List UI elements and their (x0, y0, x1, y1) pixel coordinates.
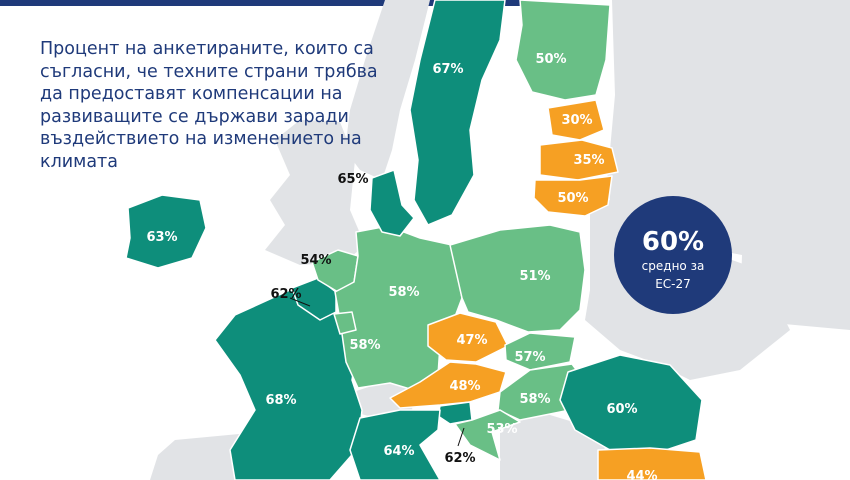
hungary-label: 58% (519, 392, 550, 407)
austria-label: 48% (449, 379, 480, 394)
title-line-6: климата (40, 151, 118, 172)
estonia-shape (547, 99, 605, 141)
luxembourg-shape (333, 311, 357, 335)
finland-shape (515, 0, 611, 101)
russia-shape (610, 0, 850, 330)
romania-shape (559, 354, 703, 453)
luxembourg-label: 58% (349, 338, 380, 353)
slovenia-label: 62% (444, 451, 475, 466)
leader-lines (289, 297, 465, 447)
croatia-shape (454, 409, 521, 461)
eu-countries (125, 0, 707, 480)
lithuania-label: 50% (557, 191, 588, 206)
title-line-5: въздействието на изменението на (40, 129, 362, 149)
czechia-shape (427, 312, 509, 363)
belgium-label: 62% (270, 287, 301, 302)
latvia-label: 35% (573, 153, 604, 168)
ireland-shape (125, 194, 207, 269)
finland-label: 50% (535, 52, 566, 67)
title-line-4: развиващите се държави заради (40, 106, 349, 127)
netherlands-label: 54% (300, 253, 331, 268)
map-title: Процент на анкетираните, които са съглас… (40, 38, 380, 173)
eu-average-value: 60% (641, 227, 705, 257)
title-line-3: да предоставят компенсации на (40, 84, 343, 104)
denmark-label: 65% (337, 172, 368, 187)
slovakia-label: 57% (514, 350, 545, 365)
denmark-shape (369, 169, 415, 237)
switzerland-shape (348, 380, 415, 418)
eu-average-caption-line-1: средно за (641, 259, 705, 273)
country-labels: 63% 68% 62% 54% 58% 58% 65% 67% 50% 30% … (146, 52, 657, 480)
title-line-1: Процент на анкетираните, които са (40, 39, 374, 59)
bulgaria-shape (597, 447, 707, 480)
ireland-label: 63% (146, 230, 177, 245)
germany-label: 58% (388, 285, 419, 300)
poland-shape (449, 224, 586, 333)
italy-shape (349, 409, 441, 480)
bulgaria-label: 44% (626, 469, 657, 480)
sweden-label: 67% (432, 62, 463, 77)
italy-label: 64% (383, 444, 414, 459)
latvia-shape (539, 139, 619, 181)
belgium-leader-line (289, 297, 311, 307)
croatia-label: 53% (486, 422, 517, 437)
slovenia-leader-line (457, 427, 465, 447)
title-line-2: съгласни, че техните страни трябва (40, 61, 378, 82)
poland-label: 51% (519, 269, 550, 284)
estonia-label: 30% (561, 113, 592, 128)
romania-label: 60% (606, 402, 637, 417)
lithuania-shape (533, 175, 613, 217)
sweden-shape (409, 0, 506, 226)
eu-average-caption-line-2: ЕС-27 (655, 277, 691, 291)
france-label: 68% (265, 393, 296, 408)
norway-shape (345, 0, 430, 180)
header-bar (0, 0, 520, 6)
eu-average-badge: 60% средно за ЕС-27 (614, 196, 732, 314)
slovakia-shape (504, 332, 576, 371)
uk-shape (265, 120, 365, 265)
austria-shape (389, 361, 507, 409)
czechia-label: 47% (456, 333, 487, 348)
